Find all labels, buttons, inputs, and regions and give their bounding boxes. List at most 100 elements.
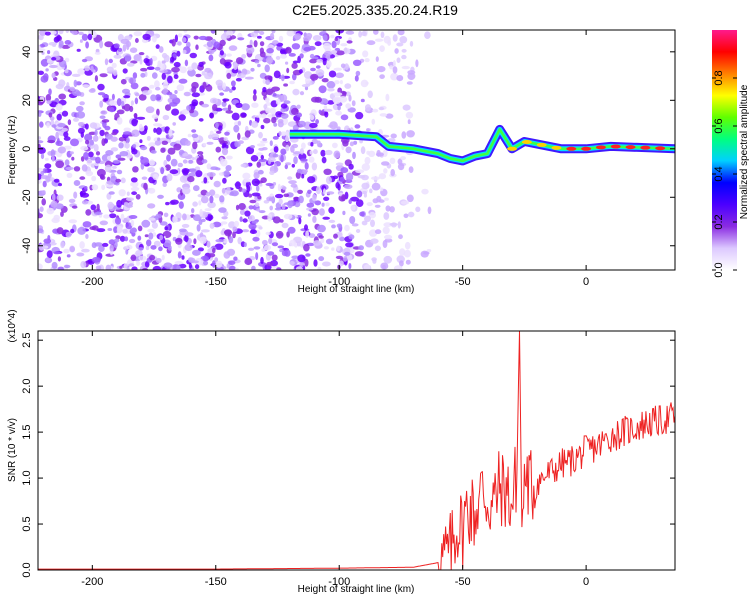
noise-blob — [205, 84, 213, 92]
noise-blob — [323, 196, 330, 201]
noise-blob — [309, 58, 317, 64]
y-tick-label: -20 — [21, 189, 33, 205]
noise-blob — [299, 53, 304, 59]
noise-blob — [81, 248, 90, 253]
noise-blob — [144, 234, 149, 238]
noise-blob — [93, 144, 99, 152]
y-tick-label: 0.5 — [21, 516, 33, 531]
noise-blob — [237, 37, 245, 41]
noise-blob — [249, 229, 257, 234]
noise-blob — [185, 232, 194, 237]
noise-blob — [366, 202, 373, 207]
noise-blob — [115, 178, 122, 183]
noise-blob — [383, 35, 391, 44]
noise-blob — [110, 136, 118, 142]
noise-blob — [126, 62, 135, 67]
noise-blob — [364, 156, 371, 165]
noise-blob — [161, 254, 165, 261]
noise-blob — [45, 257, 50, 262]
noise-blob — [390, 169, 396, 177]
noise-blob — [241, 54, 247, 59]
noise-blob — [44, 157, 49, 161]
noise-blob — [79, 39, 83, 43]
noise-blob — [193, 35, 199, 40]
spectrogram-x-label: Height of straight line (km) — [298, 284, 415, 295]
noise-blob — [233, 62, 238, 70]
noise-blob — [374, 229, 382, 235]
noise-blob — [118, 142, 124, 149]
snr-y-label: SNR (10 * v/v) — [7, 418, 18, 482]
noise-blob — [260, 154, 264, 160]
noise-blob — [305, 230, 309, 239]
noise-blob — [111, 131, 118, 136]
noise-blob — [55, 131, 59, 140]
noise-blob — [228, 260, 236, 266]
noise-blob — [106, 192, 112, 200]
noise-blob — [153, 240, 161, 247]
noise-blob — [280, 148, 287, 155]
noise-blob — [265, 182, 274, 187]
noise-blob — [94, 75, 98, 82]
noise-blob — [415, 59, 419, 68]
noise-blob — [328, 206, 335, 214]
noise-blob — [69, 86, 76, 92]
noise-blob — [183, 30, 188, 33]
noise-blob — [393, 265, 403, 270]
noise-blob — [323, 108, 333, 112]
noise-blob — [149, 159, 155, 166]
noise-blob — [231, 112, 240, 121]
noise-blob — [41, 190, 46, 195]
noise-blob — [197, 247, 204, 252]
noise-blob — [53, 178, 60, 183]
noise-blob — [143, 182, 148, 190]
noise-blob — [267, 213, 273, 222]
noise-blob — [72, 89, 80, 96]
noise-blob — [220, 221, 228, 225]
noise-blob — [203, 177, 208, 184]
noise-blob — [57, 256, 62, 262]
noise-blob — [311, 208, 320, 216]
noise-blob — [200, 218, 206, 223]
noise-blob — [60, 211, 64, 217]
noise-blob — [287, 176, 293, 180]
noise-blob — [79, 191, 87, 196]
noise-blob — [344, 63, 349, 70]
noise-blob — [128, 215, 138, 219]
noise-blob — [124, 54, 132, 62]
noise-blob — [65, 30, 69, 34]
noise-blob — [333, 92, 343, 97]
noise-blob — [95, 265, 102, 270]
noise-blob — [202, 81, 207, 90]
noise-blob — [146, 66, 155, 70]
noise-blob — [120, 177, 126, 184]
noise-blob — [68, 219, 78, 224]
x-tick-label: -100 — [328, 576, 350, 588]
noise-blob — [250, 67, 255, 72]
noise-blob — [343, 251, 351, 256]
noise-blob — [214, 257, 219, 263]
noise-blob — [239, 209, 246, 215]
noise-blob — [373, 30, 379, 35]
noise-blob — [85, 234, 89, 239]
noise-blob — [257, 63, 261, 68]
noise-blob — [242, 172, 251, 180]
noise-blob — [109, 244, 114, 252]
noise-blob — [138, 247, 144, 251]
noise-blob — [116, 199, 122, 208]
y-tick-label: 40 — [21, 46, 33, 58]
noise-blob — [254, 202, 260, 207]
noise-blob — [389, 206, 395, 213]
noise-blob — [285, 46, 292, 54]
noise-blob — [147, 89, 153, 94]
noise-blob — [280, 94, 288, 102]
noise-blob — [181, 186, 191, 195]
noise-blob — [138, 255, 147, 261]
noise-blob — [128, 263, 135, 267]
noise-blob — [140, 145, 148, 151]
noise-blob — [403, 213, 409, 219]
noise-blob — [99, 129, 105, 137]
noise-blob — [355, 70, 361, 76]
noise-blob — [253, 30, 260, 34]
noise-blob — [40, 153, 45, 160]
noise-blob — [128, 238, 136, 244]
